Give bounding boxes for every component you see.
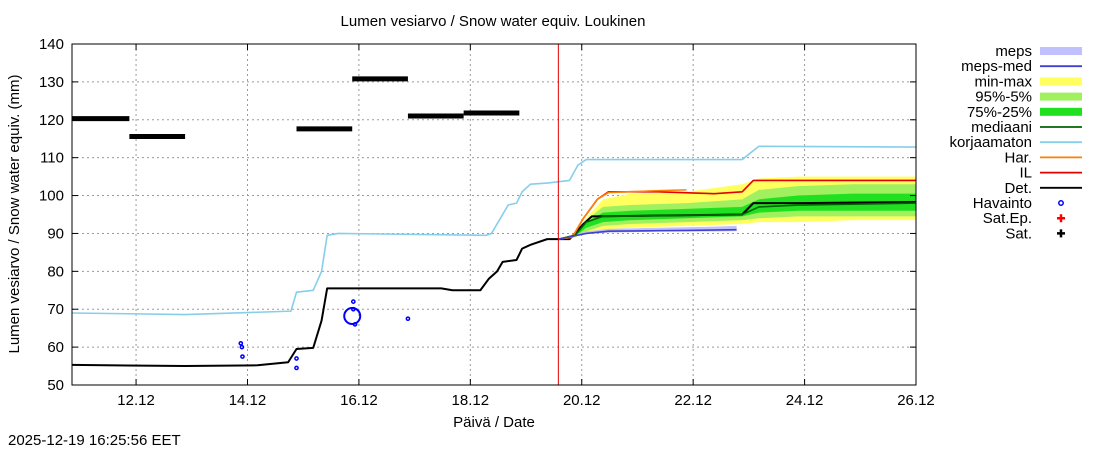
legend-label: korjaamaton <box>949 134 1032 151</box>
legend-label: Det. <box>1004 180 1032 197</box>
legend-swatch-sat- <box>1057 229 1065 238</box>
legend-label: Sat.Ep. <box>983 210 1032 227</box>
x-tick-label: 16.12 <box>340 392 378 409</box>
series-det- <box>71 200 917 368</box>
series-meps-med <box>558 228 737 240</box>
y-tick-label: 100 <box>39 188 64 205</box>
timestamp: 2025-12-19 16:25:56 EET <box>8 432 181 449</box>
y-tick-label: 70 <box>47 301 64 318</box>
observation-point <box>350 306 356 312</box>
y-tick-label: 110 <box>40 150 64 167</box>
series-har- <box>558 189 687 240</box>
grid <box>72 44 916 385</box>
x-tick-label: 12.12 <box>117 392 155 409</box>
x-tick-label: 24.12 <box>786 392 824 409</box>
legend-label: Sat. <box>1005 225 1032 242</box>
chart-title: Lumen vesiarvo / Snow water equiv. Louki… <box>341 13 646 30</box>
y-tick-label: 90 <box>47 225 64 242</box>
legend-label: 95%-5% <box>975 89 1032 106</box>
band-meps <box>558 225 737 240</box>
observation-point <box>240 354 245 359</box>
bands-layer <box>558 176 916 240</box>
observation-point <box>294 356 299 361</box>
x-axis: 12.12 14.12 16.12 18.12 20.12 22.12 24.12 26.12 <box>117 44 935 409</box>
y-axis-label: Lumen vesiarvo / Snow water equiv. (mm) <box>6 75 23 354</box>
legend-swatch-sat-ep- <box>1057 214 1065 223</box>
observation-point <box>352 322 358 327</box>
legend-swatch-min-max <box>1040 77 1082 86</box>
legend-label: Havainto <box>973 195 1032 212</box>
observation-point <box>238 340 244 346</box>
y-tick-label: 60 <box>47 339 64 356</box>
legend-swatch-75-25- <box>1040 107 1082 116</box>
satellite-layer <box>72 76 520 139</box>
x-tick-label: 26.12 <box>897 392 935 409</box>
legend-label: meps <box>995 43 1032 60</box>
y-tick-label: 130 <box>39 74 64 91</box>
legend-label: 75%-25% <box>967 104 1032 121</box>
y-tick-label: 50 <box>47 377 64 394</box>
lines-layer <box>71 145 917 368</box>
series-mediaani <box>558 202 917 240</box>
x-tick-label: 18.12 <box>452 392 490 409</box>
legend-label: IL <box>1019 165 1032 182</box>
y-axis: 50 60 70 80 90 100 110 120 130 140 <box>39 36 916 394</box>
x-tick-label: 22.12 <box>674 392 712 409</box>
legend-label: min-max <box>974 73 1032 90</box>
observation-point <box>405 316 411 322</box>
plot-frame <box>71 43 917 386</box>
observation-point <box>239 344 245 350</box>
y-tick-label: 140 <box>39 36 64 53</box>
legend-label: mediaani <box>971 119 1032 136</box>
x-tick-label: 14.12 <box>229 392 267 409</box>
legend-swatch-meps <box>1040 47 1082 55</box>
observation-point <box>350 299 356 304</box>
legend-label: Har. <box>1004 149 1032 166</box>
x-tick-label: 20.12 <box>563 392 601 409</box>
observation-layer <box>238 299 411 371</box>
y-tick-label: 80 <box>47 263 64 280</box>
legend-swatch-95-5- <box>1040 92 1082 101</box>
legend-swatch-havainto <box>1058 200 1064 206</box>
observation-point <box>294 365 299 371</box>
legend-label: meps-med <box>961 58 1032 75</box>
y-tick-label: 120 <box>39 112 64 129</box>
x-axis-label: Päivä / Date <box>453 414 535 431</box>
series-korjaamaton <box>71 145 917 316</box>
legend: mepsmeps-medmin-max95%-5%75%-25%mediaani… <box>949 43 1082 242</box>
